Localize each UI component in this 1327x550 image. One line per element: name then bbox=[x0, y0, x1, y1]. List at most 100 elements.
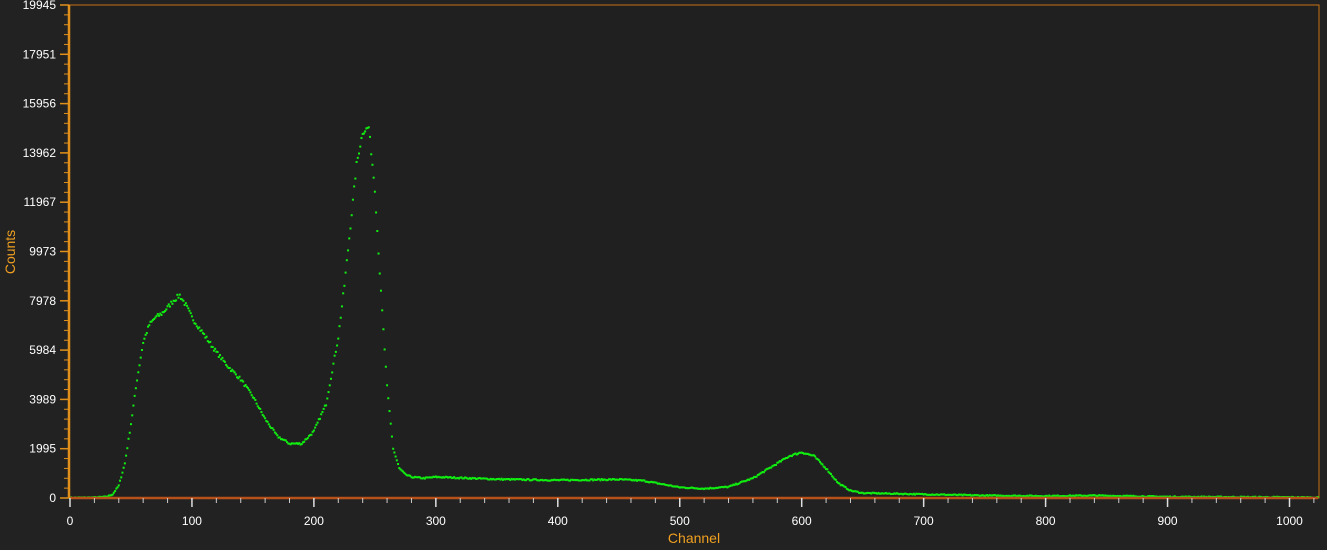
data-point bbox=[745, 479, 748, 482]
data-point bbox=[1054, 494, 1057, 497]
data-point bbox=[943, 493, 946, 496]
data-point bbox=[1247, 495, 1250, 498]
data-point bbox=[1001, 494, 1004, 497]
data-point bbox=[1143, 495, 1146, 498]
data-point bbox=[162, 311, 165, 314]
data-point bbox=[276, 434, 279, 437]
data-point bbox=[251, 396, 254, 399]
data-point bbox=[450, 477, 453, 480]
data-point bbox=[829, 473, 832, 476]
data-point bbox=[731, 484, 734, 487]
data-point bbox=[915, 492, 918, 495]
data-point bbox=[560, 478, 563, 481]
data-point bbox=[208, 341, 211, 344]
data-point bbox=[538, 479, 541, 482]
data-point bbox=[922, 493, 925, 496]
data-point bbox=[697, 487, 700, 490]
data-point bbox=[461, 477, 464, 480]
data-point bbox=[1039, 495, 1042, 498]
data-point bbox=[153, 317, 156, 320]
data-point bbox=[861, 491, 864, 494]
data-point bbox=[478, 476, 481, 479]
data-point bbox=[838, 482, 841, 485]
data-point bbox=[111, 493, 114, 496]
data-point bbox=[1071, 494, 1074, 497]
data-point bbox=[1151, 495, 1154, 498]
data-point bbox=[506, 478, 509, 481]
x-tick-label: 700 bbox=[914, 514, 934, 528]
data-point bbox=[668, 484, 671, 487]
data-point bbox=[547, 479, 550, 482]
data-point bbox=[348, 237, 351, 240]
data-point bbox=[862, 492, 865, 495]
data-point bbox=[1188, 495, 1191, 498]
data-point bbox=[626, 478, 629, 481]
data-point bbox=[439, 476, 442, 479]
data-point bbox=[177, 296, 180, 299]
data-point bbox=[609, 478, 612, 481]
data-point bbox=[975, 494, 978, 497]
data-point bbox=[759, 472, 762, 475]
data-point bbox=[1098, 494, 1101, 497]
data-point bbox=[398, 467, 401, 470]
data-point bbox=[692, 486, 695, 489]
data-point bbox=[216, 351, 219, 354]
data-point bbox=[498, 477, 501, 480]
data-point bbox=[515, 478, 518, 481]
data-point bbox=[1027, 495, 1030, 498]
data-point bbox=[860, 491, 863, 494]
data-point bbox=[938, 493, 941, 496]
data-point bbox=[1009, 495, 1012, 498]
data-point bbox=[686, 487, 689, 490]
data-point bbox=[131, 414, 134, 417]
data-point bbox=[189, 312, 192, 315]
data-point bbox=[1033, 495, 1036, 498]
data-point bbox=[297, 442, 300, 445]
data-point bbox=[910, 493, 913, 496]
data-point bbox=[248, 389, 251, 392]
data-point bbox=[410, 476, 413, 479]
data-point bbox=[999, 494, 1002, 497]
data-point bbox=[481, 477, 484, 480]
data-point bbox=[747, 478, 750, 481]
data-point bbox=[1036, 495, 1039, 498]
data-point bbox=[367, 126, 370, 129]
data-point bbox=[953, 493, 956, 496]
data-point bbox=[106, 495, 109, 498]
data-point bbox=[883, 492, 886, 495]
data-point bbox=[272, 428, 275, 431]
data-point bbox=[151, 318, 154, 321]
data-point bbox=[487, 478, 490, 481]
data-point bbox=[823, 466, 826, 469]
data-point bbox=[800, 451, 803, 454]
data-point bbox=[477, 477, 480, 480]
data-point bbox=[503, 478, 506, 481]
data-point bbox=[851, 490, 854, 493]
data-point bbox=[1132, 494, 1135, 497]
data-point bbox=[949, 493, 952, 496]
data-point bbox=[328, 384, 331, 387]
data-point bbox=[828, 472, 831, 475]
data-point bbox=[659, 482, 662, 485]
data-point bbox=[426, 476, 429, 479]
data-point bbox=[603, 478, 606, 481]
data-point bbox=[700, 487, 703, 490]
data-point bbox=[670, 484, 673, 487]
data-point bbox=[298, 442, 301, 445]
data-point bbox=[150, 320, 153, 323]
x-tick-label: 500 bbox=[670, 514, 690, 528]
data-point bbox=[678, 486, 681, 489]
data-point bbox=[142, 341, 145, 344]
data-point bbox=[282, 438, 285, 441]
data-point bbox=[804, 452, 807, 455]
data-point bbox=[775, 463, 778, 466]
data-point bbox=[128, 431, 131, 434]
data-point bbox=[640, 479, 643, 482]
data-point bbox=[334, 350, 337, 353]
data-point bbox=[1182, 495, 1185, 498]
data-point bbox=[643, 479, 646, 482]
data-point bbox=[404, 472, 407, 475]
data-point bbox=[593, 478, 596, 481]
data-point bbox=[776, 461, 779, 464]
data-point bbox=[734, 482, 737, 485]
